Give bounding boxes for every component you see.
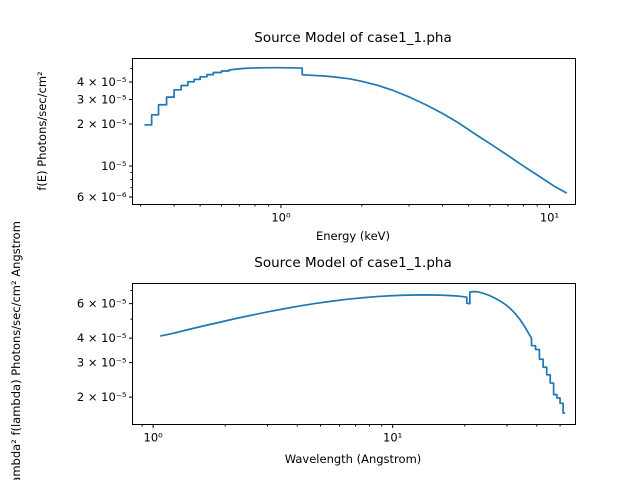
y-tick-label: 6 × 10⁻⁶ — [77, 190, 127, 204]
x-tick-label: 10⁰ — [144, 431, 164, 445]
top-panel-ylabel: f(E) Photons/sec/cm² — [35, 71, 49, 190]
bottom-panel-ylabel: lambda² f(lambda) Photons/sec/cm² Angstr… — [9, 221, 23, 480]
y-tick-label: 6 × 10⁻⁵ — [77, 297, 127, 311]
y-tick-label: 2 × 10⁻⁵ — [77, 117, 127, 131]
x-tick-label: 10¹ — [540, 211, 559, 225]
top-panel-axes: Source Model of case1_1.pha 10⁰ 10¹ 4 × 10… — [35, 30, 576, 243]
y-tick-label: 3 × 10⁻⁵ — [77, 92, 127, 106]
bottom-panel-tick-labels: 10⁰ 10¹ 6 × 10⁻⁵ 4 × 10⁻⁵ 3 × 10⁻⁵ 2 × 10⁻⁵ — [77, 297, 402, 445]
y-tick-label: 4 × 10⁻⁵ — [77, 331, 127, 345]
bottom-panel-axes: Source Model of case1_1.pha 10⁰ 10¹ 6 × 10… — [9, 221, 576, 480]
y-tick-label: 10⁻⁵ — [101, 159, 127, 173]
y-tick-label: 2 × 10⁻⁵ — [77, 390, 127, 404]
bottom-panel-xlabel: Wavelength (Angstrom) — [285, 452, 422, 466]
bottom-panel-data-line — [160, 290, 566, 414]
top-panel-title: Source Model of case1_1.pha — [254, 30, 451, 46]
bottom-panel-title: Source Model of case1_1.pha — [254, 255, 451, 271]
x-tick-label: 10⁰ — [271, 211, 291, 225]
bottom-panel-frame — [132, 283, 576, 425]
y-tick-label: 3 × 10⁻⁵ — [77, 356, 127, 370]
bottom-panel-ticks — [129, 289, 561, 428]
top-panel-xlabel: Energy (keV) — [316, 229, 390, 243]
x-tick-label: 10¹ — [383, 431, 402, 445]
top-panel-frame — [132, 58, 576, 205]
top-panel-tick-labels: 10⁰ 10¹ 4 × 10⁻⁵ 3 × 10⁻⁵ 2 × 10⁻⁵ 10⁻⁵ 6 × 10… — [77, 75, 559, 224]
y-tick-label: 4 × 10⁻⁵ — [77, 75, 127, 89]
top-panel-data-line — [144, 66, 568, 194]
